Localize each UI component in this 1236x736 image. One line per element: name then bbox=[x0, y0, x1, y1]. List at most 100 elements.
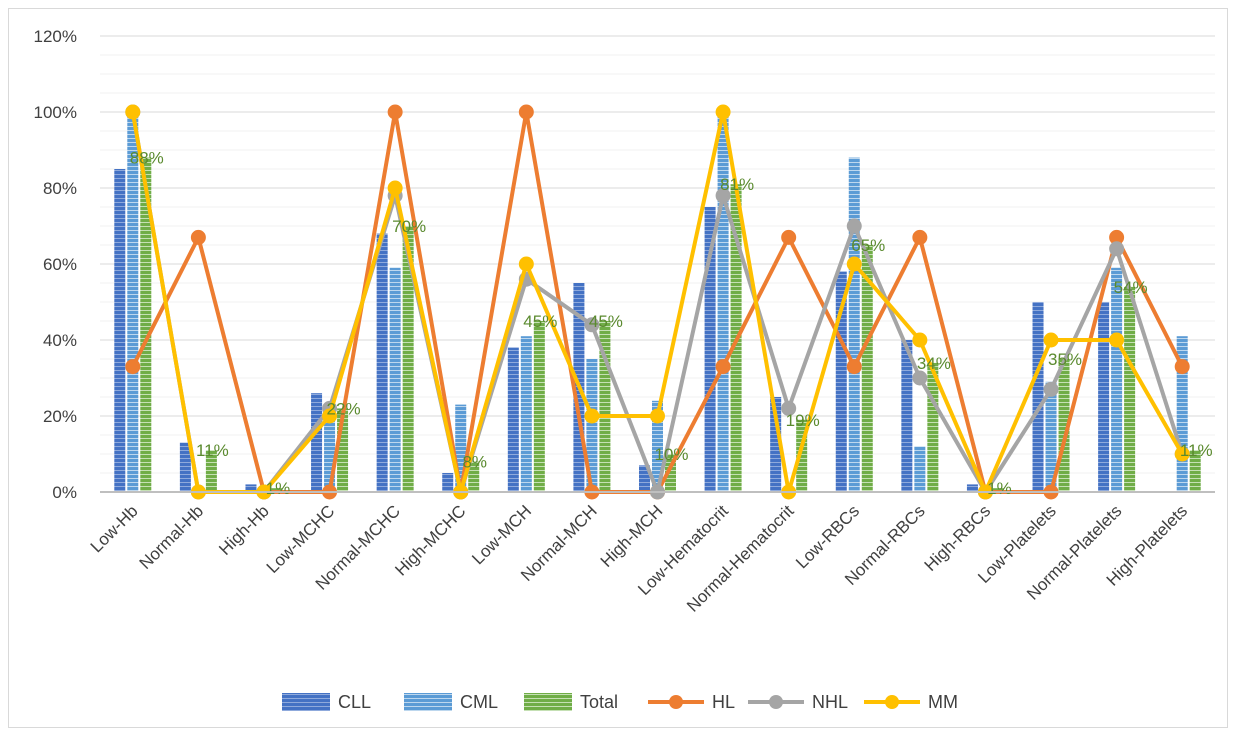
marker-mm bbox=[125, 104, 141, 120]
bar-cll bbox=[704, 207, 716, 492]
chart-border bbox=[8, 8, 1228, 728]
bar-total bbox=[861, 245, 873, 492]
total-data-label: 65% bbox=[851, 236, 885, 255]
marker-mm bbox=[1174, 446, 1190, 462]
total-data-label: 54% bbox=[1114, 278, 1148, 297]
bar-cml bbox=[652, 400, 663, 492]
marker-hl bbox=[387, 104, 403, 120]
marker-nhl bbox=[1043, 381, 1059, 397]
legend-marker-nhl bbox=[769, 695, 783, 709]
bar-cml bbox=[455, 404, 467, 492]
marker-mm bbox=[1109, 332, 1125, 348]
bar-total bbox=[140, 157, 152, 492]
total-data-label: 81% bbox=[720, 175, 754, 194]
bar-cll bbox=[245, 484, 257, 492]
legend-label-hl: HL bbox=[712, 692, 735, 712]
marker-mm bbox=[846, 256, 862, 272]
y-tick-label: 40% bbox=[43, 331, 77, 350]
bar-cll bbox=[835, 271, 847, 492]
total-data-label: 11% bbox=[196, 441, 229, 460]
legend-marker-hl bbox=[669, 695, 683, 709]
legend-label-cml: CML bbox=[460, 692, 498, 712]
marker-hl bbox=[190, 229, 206, 245]
total-data-label: 1% bbox=[987, 479, 1012, 498]
bar-cml bbox=[1176, 336, 1188, 492]
marker-mm bbox=[322, 408, 338, 424]
marker-nhl bbox=[781, 400, 797, 416]
legend-swatch-cll bbox=[282, 693, 330, 711]
total-data-label: 45% bbox=[523, 312, 557, 331]
total-data-label: 22% bbox=[327, 399, 361, 418]
marker-mm bbox=[650, 408, 665, 424]
bar-cll bbox=[639, 465, 650, 492]
bar-cll bbox=[966, 484, 978, 492]
total-data-label: 70% bbox=[392, 217, 426, 236]
bar-total bbox=[1058, 359, 1070, 492]
legend-swatch-total bbox=[524, 693, 572, 711]
bar-cll bbox=[114, 169, 126, 492]
bar-cml bbox=[848, 157, 860, 492]
bar-total bbox=[205, 450, 217, 492]
legend-swatch-cml bbox=[404, 693, 452, 711]
legend-label-nhl: NHL bbox=[812, 692, 848, 712]
bar-cll bbox=[311, 393, 323, 492]
bar-cll bbox=[442, 473, 454, 492]
y-tick-label: 80% bbox=[43, 179, 77, 198]
marker-nhl bbox=[912, 370, 928, 386]
bar-total bbox=[665, 454, 676, 492]
bar-cll bbox=[1032, 302, 1044, 492]
bar-cml bbox=[324, 419, 336, 492]
bar-total bbox=[796, 419, 808, 492]
bar-total bbox=[927, 362, 939, 492]
marker-hl bbox=[1174, 359, 1190, 375]
total-data-label: 34% bbox=[917, 354, 951, 373]
legend-label-cll: CLL bbox=[338, 692, 371, 712]
bar-cml bbox=[1111, 267, 1123, 492]
bar-total bbox=[1189, 450, 1201, 492]
marker-mm bbox=[387, 180, 403, 196]
bar-total bbox=[599, 321, 611, 492]
marker-mm bbox=[912, 332, 928, 348]
bar-cml bbox=[520, 336, 532, 492]
bar-cll bbox=[179, 442, 191, 492]
bar-total bbox=[337, 408, 349, 492]
marker-hl bbox=[846, 359, 862, 375]
legend-marker-mm bbox=[885, 695, 899, 709]
y-tick-label: 120% bbox=[34, 27, 77, 46]
total-data-label: 11% bbox=[1180, 441, 1213, 460]
marker-mm bbox=[715, 104, 731, 120]
total-data-label: 35% bbox=[1048, 350, 1082, 369]
marker-nhl bbox=[715, 188, 731, 204]
marker-mm bbox=[518, 256, 534, 272]
bar-cml bbox=[586, 359, 598, 492]
bar-cll bbox=[507, 347, 519, 492]
bar-cml bbox=[389, 267, 401, 492]
total-data-label: 19% bbox=[786, 411, 820, 430]
bar-total bbox=[1124, 286, 1136, 492]
marker-hl bbox=[518, 104, 534, 120]
y-tick-label: 0% bbox=[52, 483, 77, 502]
marker-hl bbox=[912, 229, 928, 245]
marker-nhl bbox=[846, 218, 862, 234]
bar-cll bbox=[376, 233, 388, 492]
total-data-label: 45% bbox=[589, 312, 623, 331]
y-tick-label: 20% bbox=[43, 407, 77, 426]
bar-cml bbox=[717, 112, 729, 492]
marker-mm bbox=[584, 408, 600, 424]
marker-hl bbox=[125, 359, 141, 375]
bar-cml bbox=[127, 112, 139, 492]
bar-cll bbox=[901, 340, 913, 492]
marker-nhl bbox=[1109, 241, 1125, 257]
marker-hl bbox=[715, 359, 731, 375]
marker-nhl bbox=[584, 317, 600, 333]
y-tick-label: 60% bbox=[43, 255, 77, 274]
bar-cml bbox=[914, 446, 926, 492]
legend-label-mm: MM bbox=[928, 692, 958, 712]
bar-total bbox=[402, 226, 414, 492]
total-data-label: 88% bbox=[130, 149, 164, 168]
y-tick-label: 100% bbox=[34, 103, 77, 122]
total-data-label: 1% bbox=[266, 479, 291, 498]
total-data-label: 10% bbox=[654, 445, 688, 464]
